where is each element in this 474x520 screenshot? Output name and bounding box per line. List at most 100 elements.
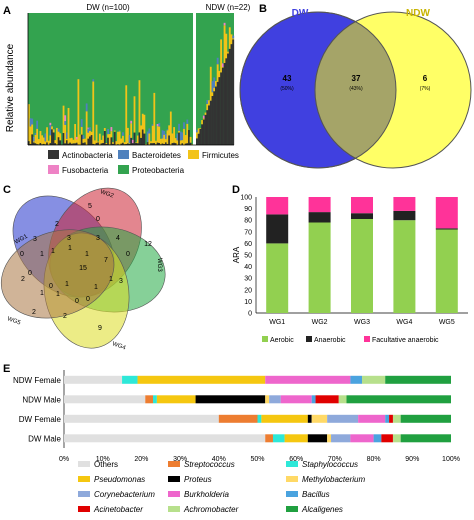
panel-d-ylabel: ARA <box>232 246 241 263</box>
venn-region-value: 1 <box>40 251 44 258</box>
abundance-segment <box>70 143 73 145</box>
abundance-segment <box>31 118 34 125</box>
abundance-segment <box>56 127 58 145</box>
bar-segment <box>269 395 281 404</box>
venn-value-dw-only: 43 <box>283 74 292 83</box>
abundance-segment <box>179 140 182 145</box>
abundance-segment <box>29 143 32 145</box>
abundance-segment <box>232 35 235 39</box>
abundance-segment <box>213 91 216 145</box>
abundance-segment <box>65 140 68 145</box>
legend-label: Streptococcus <box>184 460 235 469</box>
abundance-segment <box>103 128 106 131</box>
abundance-segment <box>213 77 216 88</box>
abundance-segment <box>171 143 174 145</box>
abundance-segment <box>230 34 233 45</box>
legend-swatch <box>286 461 298 467</box>
abundance-segment <box>29 126 32 144</box>
abundance-segment <box>208 105 210 145</box>
abundance-segment <box>110 127 113 132</box>
abundance-segment <box>209 100 212 145</box>
bar-segment <box>361 375 386 384</box>
abundance-segment <box>225 58 228 146</box>
abundance-segment <box>131 139 134 144</box>
abundance-segment <box>92 81 95 144</box>
abundance-segment <box>36 144 39 145</box>
abundance-segment <box>89 136 91 145</box>
abundance-segment <box>51 126 53 130</box>
y-tick-label: 10 <box>244 299 252 306</box>
abundance-segment <box>197 128 200 134</box>
legend-swatch <box>118 150 129 159</box>
abundance-segment <box>186 143 189 145</box>
venn-petal <box>0 229 115 319</box>
bar-segment <box>435 197 458 229</box>
venn-region-value: 2 <box>55 221 59 228</box>
legend-label: Alcaligenes <box>301 505 343 514</box>
abundance-segment <box>125 85 128 145</box>
bar-segment <box>153 395 157 404</box>
abundance-segment <box>163 144 166 145</box>
abundance-segment <box>80 126 83 135</box>
abundance-segment <box>135 142 138 143</box>
venn-region-value: 7 <box>104 257 108 264</box>
venn-value-ndw-only: 6 <box>423 74 428 83</box>
abundance-segment <box>120 143 123 145</box>
abundance-segment <box>44 133 47 142</box>
abundance-segment <box>79 134 81 145</box>
abundance-segment <box>52 129 55 133</box>
legend-label: Staphylococcus <box>302 460 358 469</box>
abundance-segment <box>87 138 90 145</box>
bar-segment <box>307 434 328 443</box>
venn-region-value: 2 <box>32 309 36 316</box>
abundance-segment <box>153 92 156 143</box>
legend-label: Burkholderia <box>184 490 229 499</box>
y-category-label: NDW Male <box>22 395 61 404</box>
abundance-segment <box>133 132 136 145</box>
abundance-segment <box>74 143 76 145</box>
abundance-segment <box>166 129 169 131</box>
bar-segment <box>308 197 331 213</box>
abundance-segment <box>65 132 68 139</box>
abundance-segment <box>158 122 161 127</box>
abundance-segment <box>153 142 156 145</box>
abundance-segment <box>215 81 217 87</box>
abundance-segment <box>100 139 103 144</box>
abundance-segment <box>204 114 207 145</box>
bar-segment <box>307 414 312 423</box>
abundance-segment <box>220 39 223 73</box>
panel-label-e: E <box>3 363 10 375</box>
bar-segment <box>64 395 146 404</box>
abundance-segment <box>85 111 88 145</box>
bar-segment <box>358 414 386 423</box>
abundance-segment <box>196 138 198 145</box>
legend-swatch <box>48 165 59 174</box>
bar-segment <box>64 375 123 384</box>
abundance-segment <box>136 135 139 144</box>
venn-region-value: 0 <box>126 251 130 258</box>
abundance-segment <box>46 142 48 145</box>
abundance-segment <box>105 144 108 145</box>
abundance-segment <box>216 64 219 82</box>
abundance-segment <box>206 110 209 145</box>
abundance-segment <box>90 135 93 145</box>
legend-label: Proteobacteria <box>132 166 185 175</box>
abundance-segment <box>51 129 53 145</box>
panel-d-legend: Aerobic Anaerobic Facultative anaerobic <box>262 336 439 344</box>
abundance-segment <box>89 127 91 131</box>
abundance-segment <box>223 25 226 63</box>
legend-label: Bacteroidetes <box>132 151 181 160</box>
venn-region-value: 9 <box>98 325 102 332</box>
panel-label-b: B <box>259 3 267 15</box>
legend-swatch <box>286 491 298 497</box>
abundance-segment <box>57 128 60 132</box>
abundance-segment <box>49 122 52 126</box>
abundance-segment <box>223 22 226 26</box>
abundance-segment <box>218 70 221 78</box>
abundance-segment <box>34 143 37 145</box>
abundance-segment <box>151 143 154 145</box>
abundance-segment <box>127 143 129 145</box>
abundance-segment <box>57 137 60 145</box>
bar-segment <box>351 197 373 214</box>
abundance-segment <box>163 134 166 144</box>
